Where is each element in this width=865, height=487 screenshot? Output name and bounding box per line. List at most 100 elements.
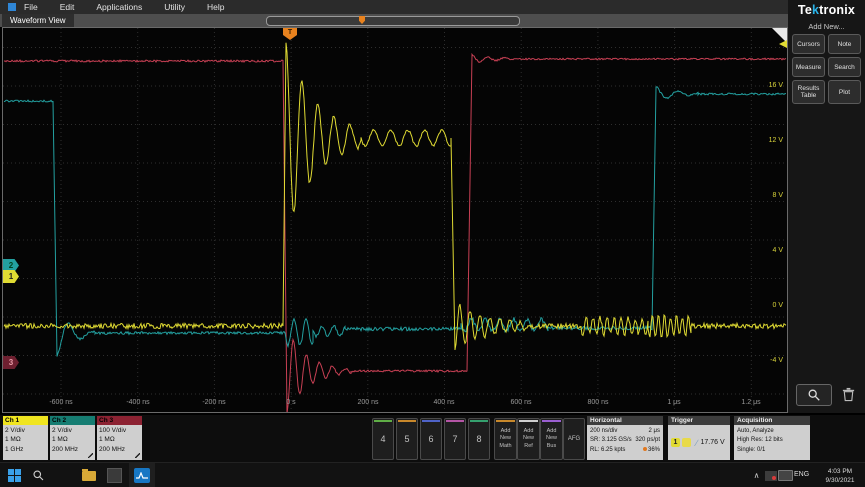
start-button[interactable] (6, 467, 23, 484)
channel1-badge[interactable]: Ch 1 2 V/div 1 MΩ 1 GHz (3, 416, 48, 460)
trigger-badge[interactable]: Trigger 1 ∕ 17.76 V (668, 416, 730, 460)
channel6-stripe (422, 420, 440, 422)
add-new-ref-button[interactable]: Add New Ref (517, 418, 540, 460)
channel2-badge-body: 2 V/div 1 MΩ 200 MHz (50, 425, 95, 460)
add-new-label: Add New... (808, 22, 845, 31)
trigger-source-icon: 1 (671, 438, 680, 447)
channel4-button[interactable]: 4 (372, 418, 394, 460)
menu-utility[interactable]: Utility (164, 2, 185, 12)
horizontal-resolution: 320 ps/pt (635, 437, 660, 444)
pinned-app-button[interactable] (106, 467, 123, 484)
taskbar-clock[interactable]: 4:03 PM 9/30/2021 (818, 467, 862, 485)
zoom-tool-button[interactable] (796, 384, 832, 406)
tektronix-logo: Tektronix (797, 3, 856, 17)
channel2-impedance: 1 MΩ (52, 436, 68, 444)
windows-icon (8, 469, 21, 482)
trigger-level-value: 17.76 V (700, 439, 725, 446)
channel8-stripe (470, 420, 488, 422)
horizontal-badge[interactable]: Horizontal 200 ns/div 2 μs SR: 3.125 GS/s… (587, 416, 663, 460)
acquisition-badge-header: Acquisition (734, 416, 810, 425)
taskbar-search-button[interactable] (30, 467, 47, 484)
channel3-badge-header: Ch 3 (97, 416, 142, 425)
channel7-button[interactable]: 7 (444, 418, 466, 460)
sidebar-button-plot[interactable]: Plot (828, 80, 861, 104)
channel4-label: 4 (380, 434, 386, 444)
menu-help[interactable]: Help (206, 2, 225, 12)
waveform-display[interactable]: 16 V 12 V 8 V 4 V 0 V -4 V -600 ns -400 ns -200… (2, 27, 788, 413)
tab-waveform-view[interactable]: Waveform View (2, 14, 74, 27)
sidebar-button-search[interactable]: Search (828, 57, 861, 77)
tray-expand-button[interactable]: ∧ (748, 467, 765, 484)
sidebar-footer (788, 384, 865, 410)
add-new-ref-label: Add New Ref (522, 428, 534, 449)
trigger-level-arrow[interactable] (779, 40, 787, 48)
channel1-impedance: 1 MΩ (5, 436, 21, 444)
add-new-math-label: Add New Math (499, 428, 512, 449)
badge-bar: Ch 1 2 V/div 1 MΩ 1 GHz Ch 2 2 V/div 1 M… (0, 415, 865, 462)
trigger-edge-icon (682, 438, 691, 447)
sidebar-button-results-table[interactable]: Results Table (792, 80, 825, 104)
language-indicator[interactable]: ENG (794, 471, 810, 478)
trash-button[interactable] (838, 384, 858, 404)
zoom-box-icon[interactable] (772, 28, 787, 43)
probe-comp-icon (135, 453, 140, 458)
waveform-canvas (3, 28, 787, 412)
channel1-badge-header: Ch 1 (3, 416, 48, 425)
horizontal-badge-header: Horizontal (587, 416, 663, 425)
tray-notification-icon[interactable] (762, 467, 779, 484)
channel3-badge[interactable]: Ch 3 100 V/div 1 MΩ 200 MHz (97, 416, 142, 460)
acquisition-badge-body: Auto, Analyze High Res: 12 bits Single: … (734, 425, 810, 460)
sidebar-button-measure[interactable]: Measure (792, 57, 825, 77)
tray-keyboard-button[interactable] (777, 467, 794, 484)
folder-icon (81, 468, 96, 481)
keyboard-icon (778, 470, 793, 481)
x-axis-label: -600 ns (49, 399, 73, 406)
app-tile-icon (107, 468, 122, 483)
x-axis-label: -400 ns (126, 399, 150, 406)
channel8-button[interactable]: 8 (468, 418, 490, 460)
channel8-label: 8 (476, 434, 482, 444)
channel3-badge-body: 100 V/div 1 MΩ 200 MHz (97, 425, 142, 460)
afg-button[interactable]: AFG (563, 418, 585, 460)
channel3-handle[interactable]: 3 (3, 356, 19, 369)
add-new-math-button[interactable]: Add New Math (494, 418, 517, 460)
y-axis-label: 16 V (768, 82, 783, 89)
channel6-label: 6 (428, 434, 434, 444)
y-axis-label: 4 V (772, 247, 783, 254)
x-axis-label: 600 ns (510, 399, 532, 406)
channel5-button[interactable]: 5 (396, 418, 418, 460)
file-explorer-button[interactable] (80, 467, 97, 484)
sidebar-button-cursors[interactable]: Cursors (792, 34, 825, 54)
chevron-up-icon: ∧ (753, 471, 760, 480)
channel2-handle[interactable]: 2 (3, 259, 19, 272)
trigger-indicator-flag[interactable]: T (283, 28, 297, 40)
channel3-bandwidth: 200 MHz (99, 445, 126, 453)
horizontal-position-bar[interactable] (266, 16, 520, 26)
x-axis-label: -200 ns (202, 399, 226, 406)
sidebar-button-note[interactable]: Note (828, 34, 861, 54)
acquisition-badge[interactable]: Acquisition Auto, Analyze High Res: 12 b… (734, 416, 810, 460)
menu-applications[interactable]: Applications (96, 2, 143, 12)
channel5-stripe (398, 420, 416, 422)
menu-file[interactable]: File (24, 2, 38, 12)
trigger-position-marker[interactable] (359, 16, 365, 24)
tekscope-app-button[interactable] (129, 463, 155, 487)
channel2-badge[interactable]: Ch 2 2 V/div 1 MΩ 200 MHz (50, 416, 95, 460)
trigger-badge-body: 1 ∕ 17.76 V (668, 425, 730, 460)
horizontal-position: 36% (647, 446, 660, 453)
x-axis-label: 1 μs (667, 399, 681, 406)
menu-edit[interactable]: Edit (59, 2, 75, 12)
windows-taskbar: ∧ ENG 4:03 PM 9/30/2021 (0, 462, 865, 487)
channel6-button[interactable]: 6 (420, 418, 442, 460)
expansion-point-icon (642, 446, 647, 451)
probe-comp-icon (88, 453, 93, 458)
taskbar-time: 4:03 PM (827, 468, 853, 475)
channel3-scale: 100 V/div (99, 427, 127, 434)
channel4-stripe (374, 420, 392, 422)
add-new-bus-button[interactable]: Add New Bus (540, 418, 563, 460)
channel1-handle[interactable]: 1 (3, 270, 19, 283)
acquisition-mode: Auto, Analyze (737, 428, 774, 434)
search-icon (33, 470, 44, 481)
horizontal-record-length: RL: 6.25 kpts (590, 446, 626, 453)
